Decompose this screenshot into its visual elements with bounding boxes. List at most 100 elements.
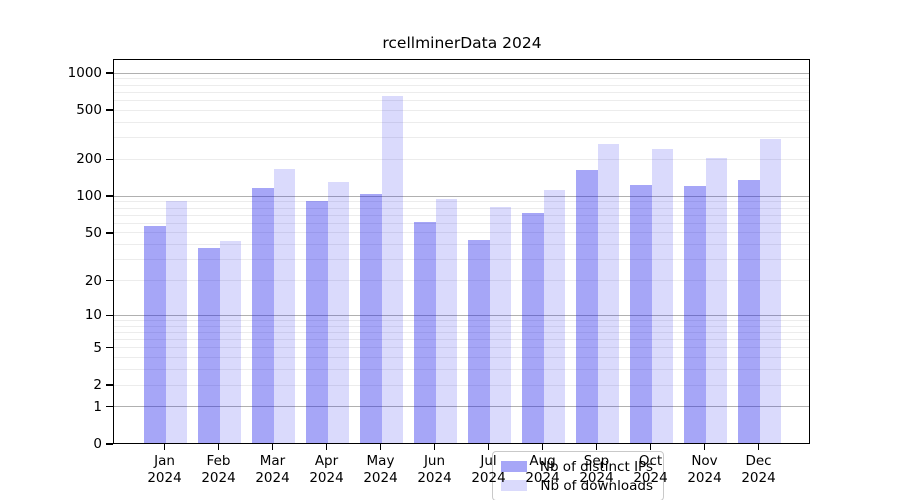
x-tick-mark: [649, 444, 652, 450]
gridline: [114, 347, 809, 349]
bar-sep-distinct-ips: [576, 170, 598, 443]
y-tick-mark: [106, 158, 113, 160]
legend-label-distinct-ips: Nb of distinct IPs: [539, 458, 653, 475]
bar-feb-downloads: [219, 241, 241, 443]
y-tick-mark: [106, 232, 113, 234]
gridline: [114, 319, 809, 321]
legend-label-downloads: Nb of downloads: [540, 477, 653, 494]
y-tick-mark: [106, 72, 113, 74]
x-tick-label-sep: Sep 2024: [579, 453, 614, 486]
bar-aug-downloads: [543, 190, 565, 443]
x-tick-mark: [487, 444, 490, 450]
x-tick-label-jan: Jan 2024: [147, 453, 182, 486]
bar-oct-downloads: [651, 148, 673, 443]
y-tick-label: 500: [76, 102, 102, 119]
bar-mar-downloads: [273, 168, 295, 443]
gridline: [114, 280, 809, 282]
y-tick-mark: [106, 443, 113, 445]
bar-sep-downloads: [597, 144, 619, 443]
y-tick-mark: [106, 347, 113, 349]
gridline: [114, 339, 809, 341]
gridline: [114, 214, 809, 216]
y-tick-mark: [106, 384, 113, 386]
x-tick-mark: [541, 444, 544, 450]
y-tick-label: 1000: [67, 65, 102, 81]
y-tick-mark: [106, 314, 113, 316]
y-tick-label: 20: [84, 272, 102, 289]
bar-jan-downloads: [165, 200, 187, 443]
y-tick-mark: [106, 195, 113, 197]
bar-may-distinct-ips: [360, 194, 382, 443]
x-tick-label-aug: Aug 2024: [525, 453, 560, 486]
legend-swatch-downloads: [501, 480, 527, 491]
x-tick-mark: [433, 444, 436, 450]
x-tick-label-may: May 2024: [363, 453, 398, 486]
y-tick-mark: [106, 109, 113, 111]
gridline: [114, 232, 809, 234]
gridline: [114, 99, 809, 101]
x-tick-label-jul: Jul 2024: [471, 453, 506, 486]
x-tick-mark: [163, 444, 166, 450]
gridline: [114, 158, 809, 160]
legend-entry-distinct-ips: Nb of distinct IPs: [501, 457, 653, 476]
gridline: [114, 121, 809, 123]
legend-swatch-distinct-ips: [501, 461, 527, 472]
gridline: [114, 384, 809, 386]
y-tick-label: 5: [93, 339, 102, 356]
bar-nov-downloads: [705, 158, 727, 443]
bar-dec-distinct-ips: [738, 180, 760, 443]
gridline: [114, 137, 809, 139]
gridline: [114, 195, 809, 197]
bar-jul-distinct-ips: [468, 239, 490, 443]
bar-mar-distinct-ips: [252, 187, 274, 443]
gridline: [114, 244, 809, 246]
y-tick-label: 50: [84, 224, 102, 241]
x-tick-mark: [379, 444, 382, 450]
bar-oct-distinct-ips: [630, 184, 652, 443]
x-tick-mark: [595, 444, 598, 450]
gridline: [114, 314, 809, 316]
x-tick-label-mar: Mar 2024: [255, 453, 290, 486]
x-tick-label-dec: Dec 2024: [741, 453, 776, 486]
legend: Nb of distinct IPs Nb of downloads: [492, 451, 664, 500]
x-tick-mark: [271, 444, 274, 450]
chart-title: rcellminerData 2024: [382, 34, 542, 52]
gridline: [114, 78, 809, 80]
gridline: [114, 369, 809, 371]
gridline: [114, 207, 809, 209]
bar-feb-distinct-ips: [198, 247, 220, 443]
gridline: [114, 357, 809, 359]
y-tick-label: 100: [76, 188, 102, 205]
gridline: [114, 406, 809, 408]
y-tick-label: 200: [76, 151, 102, 168]
gridline: [114, 331, 809, 333]
x-tick-label-apr: Apr 2024: [309, 453, 344, 486]
bar-dec-downloads: [759, 139, 781, 443]
bar-nov-distinct-ips: [684, 185, 706, 443]
y-tick-mark: [106, 406, 113, 408]
gridline: [114, 84, 809, 86]
gridline: [114, 109, 809, 111]
bar-jun-downloads: [435, 199, 457, 443]
bar-aug-distinct-ips: [522, 213, 544, 443]
gridline: [114, 222, 809, 224]
x-tick-label-jun: Jun 2024: [417, 453, 452, 486]
x-tick-mark: [757, 444, 760, 450]
x-tick-mark: [703, 444, 706, 450]
x-tick-label-feb: Feb 2024: [201, 453, 236, 486]
bar-apr-distinct-ips: [306, 201, 328, 443]
bar-apr-downloads: [327, 182, 349, 443]
y-tick-label: 1: [93, 398, 102, 415]
gridline: [114, 91, 809, 93]
x-tick-mark: [217, 444, 220, 450]
gridline: [114, 259, 809, 261]
y-tick-label: 0: [93, 436, 102, 452]
gridline: [114, 72, 809, 74]
legend-entry-downloads: Nb of downloads: [501, 476, 653, 495]
y-tick-label: 2: [93, 377, 102, 393]
x-tick-label-oct: Oct 2024: [633, 453, 668, 486]
y-tick-label: 10: [84, 307, 102, 324]
bar-jul-downloads: [489, 207, 511, 443]
plot-area: Nb of distinct IPs Nb of downloads: [113, 59, 810, 500]
